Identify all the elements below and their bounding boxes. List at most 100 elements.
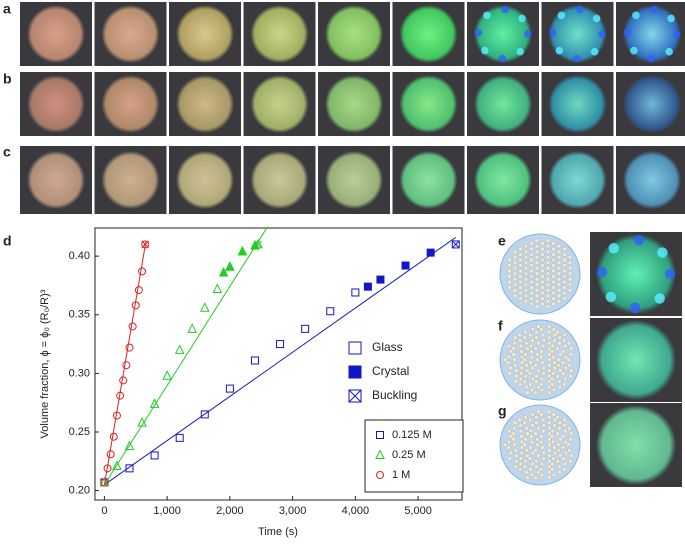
particle — [503, 357, 508, 362]
particle — [527, 371, 533, 376]
particle — [561, 338, 567, 343]
particle — [547, 431, 552, 436]
legend-marker — [348, 341, 362, 355]
particle — [561, 423, 567, 428]
particle — [562, 290, 567, 296]
particle — [528, 467, 533, 472]
particle — [513, 379, 519, 384]
particle — [568, 352, 573, 357]
particle — [514, 453, 519, 458]
particle — [519, 450, 525, 456]
legend-label: 1 M — [392, 469, 410, 481]
particle — [523, 415, 528, 420]
particle — [529, 285, 534, 290]
y-tick-label: 0.20 — [69, 485, 90, 497]
particle — [547, 448, 552, 453]
particle — [547, 346, 552, 351]
droplet — [596, 320, 676, 400]
panel-label: d — [3, 233, 12, 249]
particle — [518, 423, 523, 428]
particle — [551, 285, 556, 290]
particle — [518, 252, 523, 257]
point — [128, 322, 137, 331]
droplet — [399, 5, 458, 63]
spot — [516, 47, 524, 56]
y-tick-label: 0.25 — [69, 426, 90, 438]
point — [116, 391, 125, 400]
particle — [556, 266, 562, 271]
y-tick-label: 0.40 — [69, 250, 90, 262]
particle — [541, 338, 547, 343]
particle — [503, 442, 508, 447]
x-tick-label: 3,000 — [279, 505, 307, 517]
particle — [533, 363, 538, 368]
particle — [534, 335, 539, 340]
particle — [524, 363, 529, 368]
particle — [567, 363, 572, 368]
particle — [530, 461, 536, 467]
particle — [527, 417, 533, 423]
particle — [523, 288, 529, 293]
particle — [552, 423, 557, 428]
particle — [523, 277, 529, 282]
particle — [539, 412, 544, 417]
spot — [672, 30, 681, 38]
particle — [534, 299, 540, 304]
particle — [534, 288, 540, 293]
particle — [562, 285, 567, 290]
particle — [545, 282, 551, 287]
point — [138, 267, 147, 276]
particle — [530, 338, 535, 343]
particle — [562, 296, 567, 301]
particle — [540, 252, 545, 257]
particle — [534, 293, 540, 298]
particle — [547, 341, 552, 346]
particle — [523, 266, 529, 271]
x-tick-label: 4,000 — [342, 505, 370, 517]
particle — [517, 467, 523, 472]
particle — [528, 360, 533, 365]
point — [162, 370, 172, 380]
droplet — [325, 151, 383, 209]
particle — [529, 263, 534, 268]
particle — [563, 376, 568, 382]
spot — [557, 11, 566, 20]
particle — [569, 368, 574, 373]
particle — [534, 271, 540, 276]
particle — [545, 243, 551, 249]
particle — [523, 271, 529, 276]
particle — [547, 470, 552, 475]
droplet — [250, 5, 309, 63]
particle — [562, 263, 567, 268]
particle — [541, 450, 547, 456]
particle — [556, 260, 562, 265]
particle — [511, 346, 516, 351]
particle — [563, 428, 568, 434]
particle — [540, 343, 546, 349]
legend-label: 0.25 M — [392, 449, 426, 461]
spot — [630, 46, 638, 55]
particle — [547, 426, 552, 431]
particle — [540, 445, 545, 450]
particle — [511, 431, 516, 436]
particle — [561, 467, 567, 472]
particle — [527, 332, 533, 338]
point — [174, 344, 185, 354]
particle — [525, 431, 530, 436]
particle — [551, 268, 556, 274]
particle — [539, 461, 545, 467]
particle — [568, 374, 573, 379]
point — [150, 451, 159, 460]
particle — [507, 456, 513, 461]
particle — [536, 426, 541, 431]
spot — [647, 54, 656, 63]
particle — [530, 365, 536, 371]
particle — [538, 467, 544, 472]
legend-marker — [348, 365, 362, 379]
particle — [507, 371, 513, 376]
particle — [567, 266, 573, 271]
particle — [517, 417, 522, 423]
particle — [550, 354, 556, 360]
particle — [555, 374, 560, 379]
particle — [568, 437, 573, 442]
